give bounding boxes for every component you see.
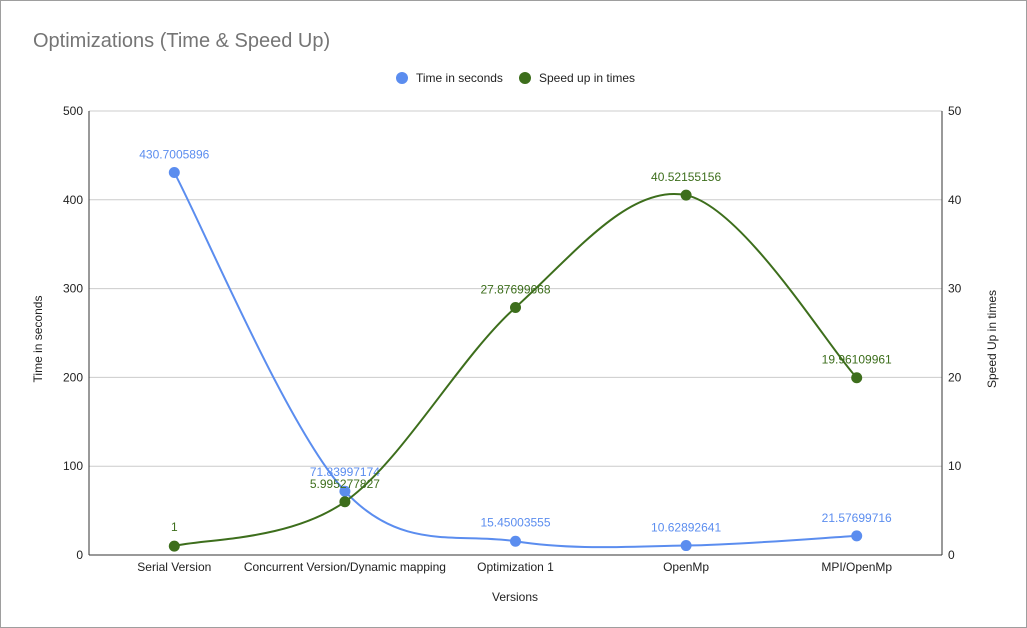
data-label: 27.87699668 xyxy=(480,282,550,296)
data-label: 40.52155156 xyxy=(651,170,721,184)
series-line xyxy=(173,172,857,549)
series-line xyxy=(174,192,858,548)
data-point xyxy=(851,530,863,542)
x-tick-label: MPI/OpenMp xyxy=(821,560,892,574)
data-point xyxy=(510,535,521,547)
legend-marker xyxy=(519,72,531,84)
y-tick-label: 300 xyxy=(63,282,83,296)
y-tick-label: 500 xyxy=(63,104,83,118)
legend-label: Speed up in times xyxy=(539,71,635,85)
data-label: 430.7005896 xyxy=(139,148,209,162)
y2-tick-label: 0 xyxy=(948,548,955,562)
y2-axis-title: Speed Up in times xyxy=(985,290,999,388)
legend: Time in seconds Speed up in times xyxy=(396,71,635,85)
data-label: 1 xyxy=(171,520,178,534)
y-tick-label: 400 xyxy=(63,193,83,207)
gridlines xyxy=(89,110,942,556)
y2-tick-label: 40 xyxy=(948,193,962,207)
y2-tick-label: 30 xyxy=(948,282,962,296)
chart-title: Optimizations (Time & Speed Up) xyxy=(33,30,330,52)
data-label: 19.96109961 xyxy=(822,353,892,367)
series-layer: 430.7005896 71.83997174 15.45003555 10.6289… xyxy=(139,148,892,552)
x-tick-label: Concurrent Version/Dynamic mapping xyxy=(244,560,446,574)
y-axis-title: Time in seconds xyxy=(31,296,45,383)
data-point xyxy=(680,189,692,201)
y-tick-label: 0 xyxy=(76,548,83,562)
data-point xyxy=(339,485,351,497)
axes: 0 100 200 300 400 500 0 10 20 30 40 50 Serial Versio… xyxy=(63,104,962,574)
y2-tick-label: 20 xyxy=(948,370,962,384)
series-time: 430.7005896 71.83997174 15.45003555 10.6289… xyxy=(139,148,892,552)
data-label: 5.995277827 xyxy=(310,477,380,491)
legend-item: Speed up in times xyxy=(519,71,635,85)
y-tick-label: 200 xyxy=(63,370,83,384)
data-point xyxy=(851,372,863,384)
x-tick-label: OpenMp xyxy=(663,560,709,574)
legend-item: Time in seconds xyxy=(396,71,503,85)
data-point xyxy=(168,540,180,552)
series-speedup: 1 5.995277827 27.87699668 40.52155156 19.961… xyxy=(168,170,892,552)
data-point xyxy=(339,496,351,508)
y2-tick-label: 10 xyxy=(948,459,962,473)
legend-label: Time in seconds xyxy=(416,71,503,85)
data-label: 10.62892641 xyxy=(651,521,721,535)
data-label: 15.45003555 xyxy=(480,515,550,529)
y2-tick-label: 50 xyxy=(948,104,962,118)
y-tick-label: 100 xyxy=(63,459,83,473)
x-tick-label: Serial Version xyxy=(137,560,211,574)
x-axis-title: Versions xyxy=(492,590,538,604)
legend-marker xyxy=(396,72,408,84)
data-label: 21.57699716 xyxy=(822,511,892,525)
x-tick-label: Optimization 1 xyxy=(477,560,554,574)
data-point xyxy=(680,540,692,552)
data-point xyxy=(510,301,521,313)
data-point xyxy=(168,167,180,179)
data-label: 71.83997174 xyxy=(310,465,380,479)
